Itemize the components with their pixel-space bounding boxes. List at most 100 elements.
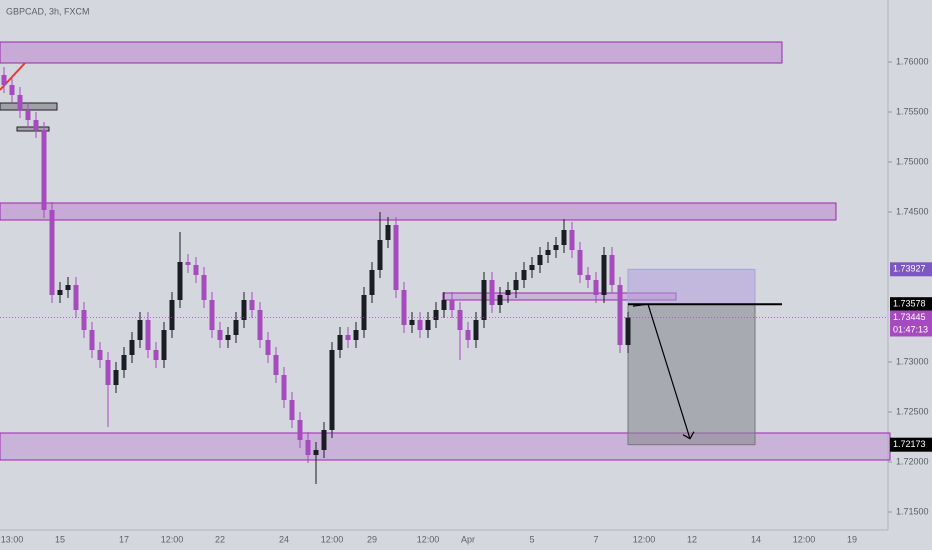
candle-body [321, 430, 327, 450]
candle-body [233, 320, 239, 335]
candle-body [17, 95, 23, 110]
candle-body [81, 310, 87, 330]
countdown: 01:47:13 [893, 324, 928, 334]
chart-title: GBPCAD, 3h, FXCM [6, 6, 90, 16]
candle-body [209, 300, 215, 330]
candle-body [73, 285, 79, 310]
stop-zone [627, 268, 756, 305]
candle-body [137, 320, 143, 340]
candle-body [577, 250, 583, 275]
candle-body [441, 300, 447, 310]
candle-body [25, 110, 31, 120]
candle-body [225, 335, 231, 340]
zone [0, 41, 783, 64]
candle-body [89, 330, 95, 350]
candle-body [609, 255, 615, 285]
candle-body [185, 262, 191, 265]
candle-body [289, 400, 295, 420]
x-tick-label: 12:00 [633, 534, 656, 544]
overlay [0, 303, 888, 440]
candle-body [481, 280, 487, 320]
candles [1, 67, 631, 484]
candle-body [345, 335, 351, 340]
zone [0, 202, 837, 221]
y-tick-label: 1.72000 [896, 456, 929, 466]
candle-body [241, 300, 247, 320]
candle-body [521, 270, 527, 280]
x-tick-label: 7 [593, 534, 598, 544]
position-tool [627, 268, 756, 446]
candle-body [585, 275, 591, 280]
candle-body [337, 335, 343, 350]
x-tick-label: 22 [215, 534, 225, 544]
candle-body [193, 265, 199, 275]
arrow-head [682, 431, 695, 440]
candle-body [409, 320, 415, 325]
candle-body [505, 290, 511, 295]
candle-body [377, 240, 383, 270]
candle-body [393, 225, 399, 290]
candle-body [145, 320, 151, 350]
candle-body [9, 85, 15, 95]
candle-body [313, 450, 319, 455]
last-price-label: 1.73445 [893, 312, 926, 322]
candle-body [41, 130, 47, 210]
x-tick-label: 15 [55, 534, 65, 544]
target-label-bg [890, 437, 932, 452]
x-tick-label: 5 [529, 534, 534, 544]
target-label: 1.72173 [893, 439, 926, 449]
y-tick-label: 1.75000 [896, 156, 929, 166]
candle-body [529, 265, 535, 270]
candle-body [65, 285, 71, 290]
candle-body [457, 310, 463, 330]
y-tick-label: 1.74500 [896, 206, 929, 216]
candle-body [97, 350, 103, 360]
x-tick-label: 12:00 [321, 534, 344, 544]
stop-label: 1.73927 [893, 264, 926, 274]
candle-body [425, 320, 431, 330]
candle-body [57, 290, 63, 295]
x-tick-label: 19 [847, 534, 857, 544]
y-tick-label: 1.72500 [896, 406, 929, 416]
target-zone [627, 303, 756, 446]
candle-body [561, 230, 567, 245]
x-tick-label: Apr [461, 534, 475, 544]
candle-body [513, 280, 519, 290]
candle-body [497, 295, 503, 305]
x-tick-label: 24 [279, 534, 289, 544]
candle-body [1, 75, 7, 85]
candle-body [265, 340, 271, 355]
candle-body [105, 360, 111, 385]
candle-body [49, 210, 55, 295]
arrow [632, 303, 691, 439]
countdown-bg [890, 323, 932, 337]
candle-body [297, 420, 303, 440]
candle-body [401, 290, 407, 325]
candle-body [417, 320, 423, 330]
candle-body [489, 280, 495, 305]
candle-body [121, 355, 127, 370]
candle-body [473, 320, 479, 340]
y-tick-label: 1.73000 [896, 356, 929, 366]
candle-body [353, 330, 359, 340]
candle-body [161, 330, 167, 360]
x-tick-label: 12:00 [417, 534, 440, 544]
candle-body [113, 370, 119, 385]
candle-body [257, 310, 263, 340]
x-tick-label: 12:00 [793, 534, 816, 544]
candle-body [369, 270, 375, 295]
x-tick-label: 29 [367, 534, 377, 544]
x-tick-label: 12 [687, 534, 697, 544]
candle-body [537, 255, 543, 265]
stop-label-bg [890, 262, 932, 277]
zone [0, 432, 891, 461]
candle-body [385, 225, 391, 240]
candle-body [433, 310, 439, 320]
zones [0, 41, 891, 461]
x-tick-label: 13:00 [1, 534, 24, 544]
candle-body [545, 250, 551, 255]
candle-body [249, 300, 255, 310]
candle-body [201, 275, 207, 300]
candle-body [305, 440, 311, 455]
